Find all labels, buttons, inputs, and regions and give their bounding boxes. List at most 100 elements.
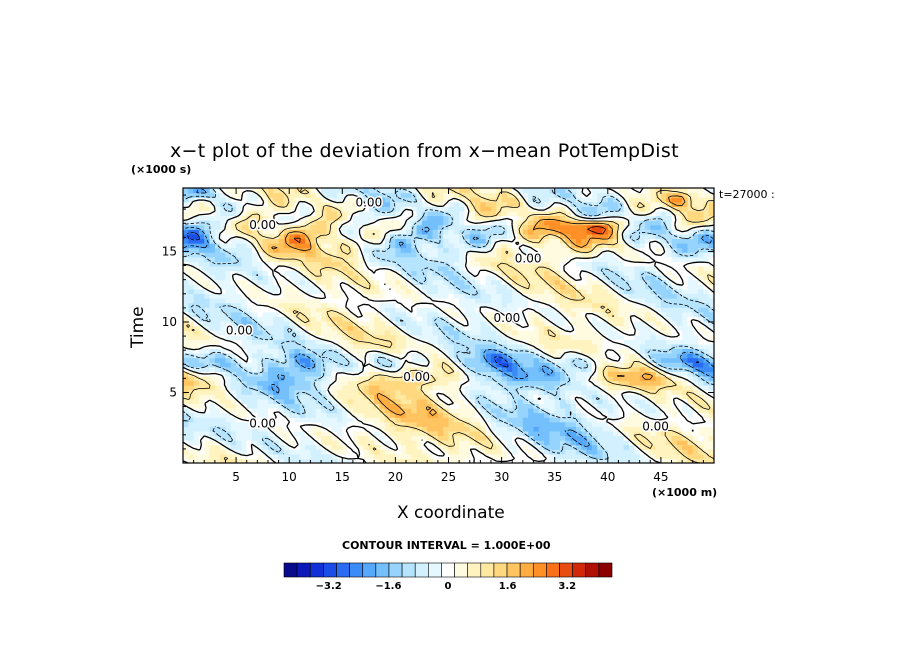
heatmap-cell xyxy=(671,311,678,317)
heatmap-cell xyxy=(321,348,327,354)
heatmap-cell xyxy=(241,334,248,340)
heatmap-cell xyxy=(400,403,407,409)
heatmap-cell xyxy=(459,238,466,244)
heatmap-cell xyxy=(506,412,513,418)
heatmap-cell xyxy=(480,362,487,368)
heatmap-cell xyxy=(395,371,402,377)
heatmap-cell xyxy=(193,247,200,253)
heatmap-cell xyxy=(432,302,439,308)
heatmap-cell xyxy=(528,316,535,322)
heatmap-cell xyxy=(501,375,508,382)
heatmap-cell xyxy=(597,449,604,455)
heatmap-cell xyxy=(528,458,535,463)
heatmap-cell xyxy=(560,417,566,423)
heatmap-cell xyxy=(618,311,625,317)
heatmap-cell xyxy=(230,366,237,372)
heatmap-cell xyxy=(252,261,258,267)
heatmap-cell xyxy=(581,270,588,276)
heatmap-cell xyxy=(453,293,460,299)
heatmap-cell xyxy=(613,339,620,345)
heatmap-cell xyxy=(629,265,635,272)
heatmap-cell xyxy=(432,453,439,460)
heatmap-cell xyxy=(310,256,317,262)
heatmap-cell xyxy=(666,330,673,336)
heatmap-cell xyxy=(368,275,375,281)
heatmap-cell xyxy=(660,412,667,418)
heatmap-cell xyxy=(453,275,460,281)
heatmap-cell xyxy=(315,316,322,322)
heatmap-cell xyxy=(252,444,258,450)
heatmap-cell xyxy=(517,325,524,331)
heatmap-cell xyxy=(262,362,269,368)
heatmap-cell xyxy=(347,458,354,463)
heatmap-cell xyxy=(241,238,248,244)
heatmap-cell xyxy=(437,375,444,382)
heatmap-cell xyxy=(522,298,529,304)
heatmap-cell xyxy=(246,288,253,295)
heatmap-cell xyxy=(406,403,412,409)
heatmap-cell xyxy=(437,385,444,391)
heatmap-cell xyxy=(252,375,258,382)
heatmap-cell xyxy=(586,449,593,455)
heatmap-cell xyxy=(395,375,402,382)
heatmap-cell xyxy=(384,430,391,437)
heatmap-cell xyxy=(549,440,556,446)
heatmap-cell xyxy=(703,348,710,354)
heatmap-cell xyxy=(613,316,620,322)
heatmap-cell xyxy=(352,339,359,345)
heatmap-cell xyxy=(575,403,582,409)
heatmap-cell xyxy=(549,298,556,304)
heatmap-cell xyxy=(246,444,253,450)
heatmap-cell xyxy=(246,394,253,400)
heatmap-cell xyxy=(528,371,535,377)
heatmap-cell xyxy=(554,293,561,299)
heatmap-cell xyxy=(400,426,407,432)
heatmap-cell xyxy=(538,435,545,441)
heatmap-cell xyxy=(315,385,322,391)
heatmap-cell xyxy=(496,385,503,391)
heatmap-cell xyxy=(480,353,487,359)
heatmap-cell xyxy=(639,389,646,395)
heatmap-cell xyxy=(459,371,466,377)
heatmap-cell xyxy=(666,288,673,295)
heatmap-cell xyxy=(214,252,221,258)
heatmap-cell xyxy=(459,270,466,276)
heatmap-cell xyxy=(379,247,386,253)
heatmap-cell xyxy=(475,288,481,295)
heatmap-cell xyxy=(496,247,503,253)
heatmap-cell xyxy=(400,325,407,331)
heatmap-cell xyxy=(522,458,529,463)
heatmap-cell xyxy=(565,316,572,322)
heatmap-cell xyxy=(294,435,301,441)
heatmap-cell xyxy=(613,403,620,409)
heatmap-cell xyxy=(480,380,487,386)
heatmap-cell xyxy=(522,362,529,368)
heatmap-cell xyxy=(517,458,524,463)
heatmap-cell xyxy=(538,307,545,313)
heatmap-cell xyxy=(331,298,338,304)
heatmap-cell xyxy=(506,371,513,377)
heatmap-cell xyxy=(549,453,556,460)
heatmap-cell xyxy=(480,256,487,262)
heatmap-cell xyxy=(395,279,402,285)
heatmap-cell xyxy=(379,288,386,295)
heatmap-cell xyxy=(634,375,641,382)
heatmap-cell xyxy=(273,421,280,427)
heatmap-cell xyxy=(565,330,572,336)
heatmap-cell xyxy=(214,444,221,450)
heatmap-cell xyxy=(591,375,598,382)
heatmap-cell xyxy=(204,453,211,460)
heatmap-cell xyxy=(687,311,694,317)
heatmap-cell xyxy=(655,403,662,409)
heatmap-cell xyxy=(416,330,423,336)
heatmap-cell xyxy=(469,412,476,418)
heatmap-cell xyxy=(209,334,216,340)
heatmap-cell xyxy=(310,389,317,395)
heatmap-cell xyxy=(342,330,349,336)
heatmap-cell xyxy=(315,302,322,308)
heatmap-cell xyxy=(687,293,694,299)
heatmap-cell xyxy=(490,398,497,405)
heatmap-cell xyxy=(538,366,545,372)
heatmap-cell xyxy=(522,435,529,441)
heatmap-cell xyxy=(475,389,481,395)
